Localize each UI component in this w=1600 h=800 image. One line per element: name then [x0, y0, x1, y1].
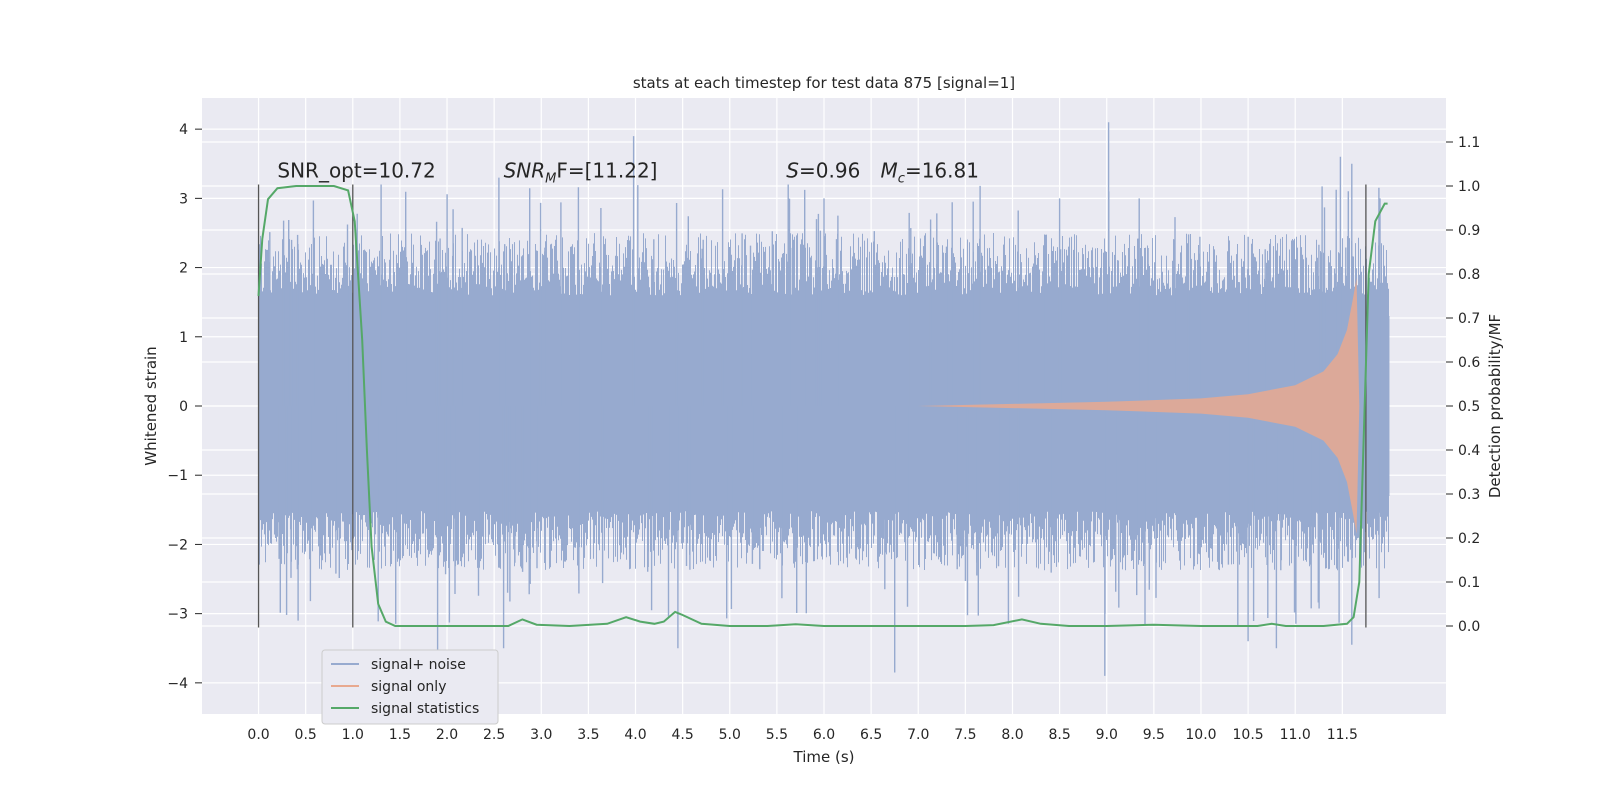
y-right-tick-label: 0.5: [1458, 399, 1480, 415]
series-signal-statistics: [257, 185, 1388, 628]
y-tick-label: −1: [167, 468, 188, 484]
noise-spikes: [269, 122, 1381, 676]
x-tick-label: 3.0: [530, 727, 552, 743]
legend-label-signal-statistics: signal statistics: [371, 701, 479, 717]
y-tick-label: −2: [167, 537, 188, 553]
y-right-tick-label: 0.6: [1458, 355, 1480, 371]
x-tick-label: 5.5: [766, 727, 788, 743]
x-axis-label: Time (s): [793, 748, 855, 766]
legend: signal+ noise signal only signal statist…: [321, 649, 499, 725]
y-right-tick-label: 0.9: [1458, 223, 1480, 239]
x-tick-label: 2.0: [436, 727, 458, 743]
x-tick-label: 8.0: [1001, 727, 1023, 743]
y-right-tick-label: 0.8: [1458, 267, 1480, 283]
y-tick-label: 2: [179, 261, 188, 277]
chart-title: stats at each timestep for test data 875…: [633, 74, 1015, 92]
x-tick-label: 0.0: [247, 727, 269, 743]
x-tick-label: 10.5: [1233, 727, 1264, 743]
x-tick-label: 6.0: [813, 727, 835, 743]
annotation-2: S=0.96: [786, 159, 860, 183]
y-right-tick-label: 0.4: [1458, 443, 1480, 459]
x-tick-label: 9.0: [1096, 727, 1118, 743]
y-tick-label: −4: [167, 676, 188, 692]
x-tick-label: 1.0: [342, 727, 364, 743]
y-tick-label: 4: [179, 122, 188, 138]
y-axis-right-label: Detection probability/MF: [1486, 314, 1504, 498]
x-tick-label: 4.0: [624, 727, 646, 743]
annotation-0: SNR_opt=10.72: [277, 159, 435, 183]
ticks: 0.0 0.5 1.0 1.5 2.0 2.5 3.0 3.5 4.0 4.5 5.0 5.5 6.0 6…: [167, 122, 1480, 743]
x-tick-label: 5.0: [719, 727, 741, 743]
x-tick-label: 2.5: [483, 727, 505, 743]
y-tick-label: 0: [179, 399, 188, 415]
x-tick-label: 8.5: [1048, 727, 1070, 743]
x-tick-label: 4.5: [672, 727, 694, 743]
x-tick-label: 7.0: [907, 727, 929, 743]
y-right-tick-label: 0.7: [1458, 311, 1480, 327]
y-axis-label: Whitened strain: [142, 346, 160, 465]
y-right-tick-label: 0.0: [1458, 619, 1480, 635]
x-tick-label: 1.5: [389, 727, 411, 743]
x-tick-label: 3.5: [577, 727, 599, 743]
legend-label-signal-only: signal only: [371, 679, 446, 695]
x-tick-label: 9.5: [1143, 727, 1165, 743]
series-signal-only: [918, 278, 1360, 534]
y-right-tick-label: 0.1: [1458, 575, 1480, 591]
annotation-3: Mc=16.81: [881, 159, 979, 187]
y-right-tick-label: 1.1: [1458, 135, 1480, 151]
legend-label-signal-noise: signal+ noise: [371, 657, 466, 673]
annotation-1: SNRMF=[11.22]: [504, 159, 658, 187]
legend-box: [321, 649, 499, 725]
y-right-tick-label: 0.2: [1458, 531, 1480, 547]
x-tick-label: 6.5: [860, 727, 882, 743]
x-tick-label: 11.5: [1327, 727, 1358, 743]
y-tick-label: 3: [179, 191, 188, 207]
y-right-tick-label: 1.0: [1458, 179, 1480, 195]
x-tick-label: 11.0: [1280, 727, 1311, 743]
vertical-markers: [257, 184, 1367, 628]
signal-envelope: [918, 278, 1360, 534]
y-tick-label: 1: [179, 330, 188, 346]
annotations: SNR_opt=10.72 SNRMF=[11.22] S=0.96 Mc=16.81: [277, 159, 979, 187]
y-right-tick-label: 0.3: [1458, 487, 1480, 503]
statistics-line: [257, 185, 1388, 628]
x-tick-label: 10.0: [1185, 727, 1216, 743]
x-tick-label: 0.5: [295, 727, 317, 743]
y-tick-label: −3: [167, 607, 188, 623]
x-tick-label: 7.5: [954, 727, 976, 743]
